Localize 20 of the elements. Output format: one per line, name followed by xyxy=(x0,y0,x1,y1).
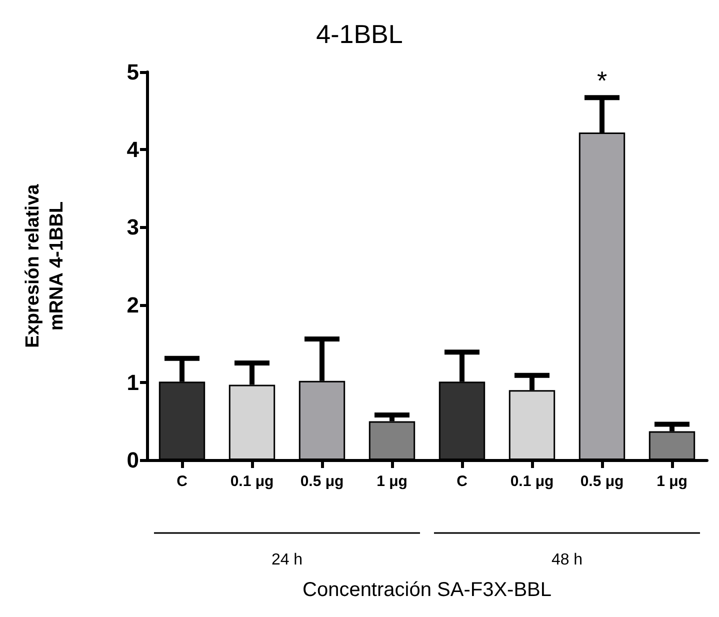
y-tick-label: 3 xyxy=(126,214,139,240)
x-tick-label: 0.1 μg xyxy=(230,473,274,490)
y-tick-label: 4 xyxy=(126,137,140,162)
x-tick-label: C xyxy=(456,473,468,490)
x-tick-label: 1 μg xyxy=(376,473,408,490)
y-axis-title: Expresión relativa mRNA 4-1BBL xyxy=(22,184,68,348)
x-tick-label: 0.1 μg xyxy=(510,473,554,490)
x-axis-title: Concentración SA-F3X-BBL xyxy=(302,579,552,601)
text: 24 h xyxy=(271,552,303,568)
y-tick-label: 5 xyxy=(126,60,139,84)
y-tick-label: 0 xyxy=(126,448,139,472)
y-tick-label: 1 xyxy=(126,370,139,395)
x-tick-label: 0.5 μg xyxy=(300,473,344,490)
x-tick-label: C xyxy=(176,473,188,490)
data-label: * xyxy=(596,66,608,96)
text: 48 h xyxy=(551,552,583,568)
x-tick-label: 1 μg xyxy=(656,473,688,490)
chart-title: 4-1BBL xyxy=(316,19,403,49)
y-tick-label: 2 xyxy=(126,292,139,318)
x-tick-label: 0.5 μg xyxy=(580,473,624,490)
